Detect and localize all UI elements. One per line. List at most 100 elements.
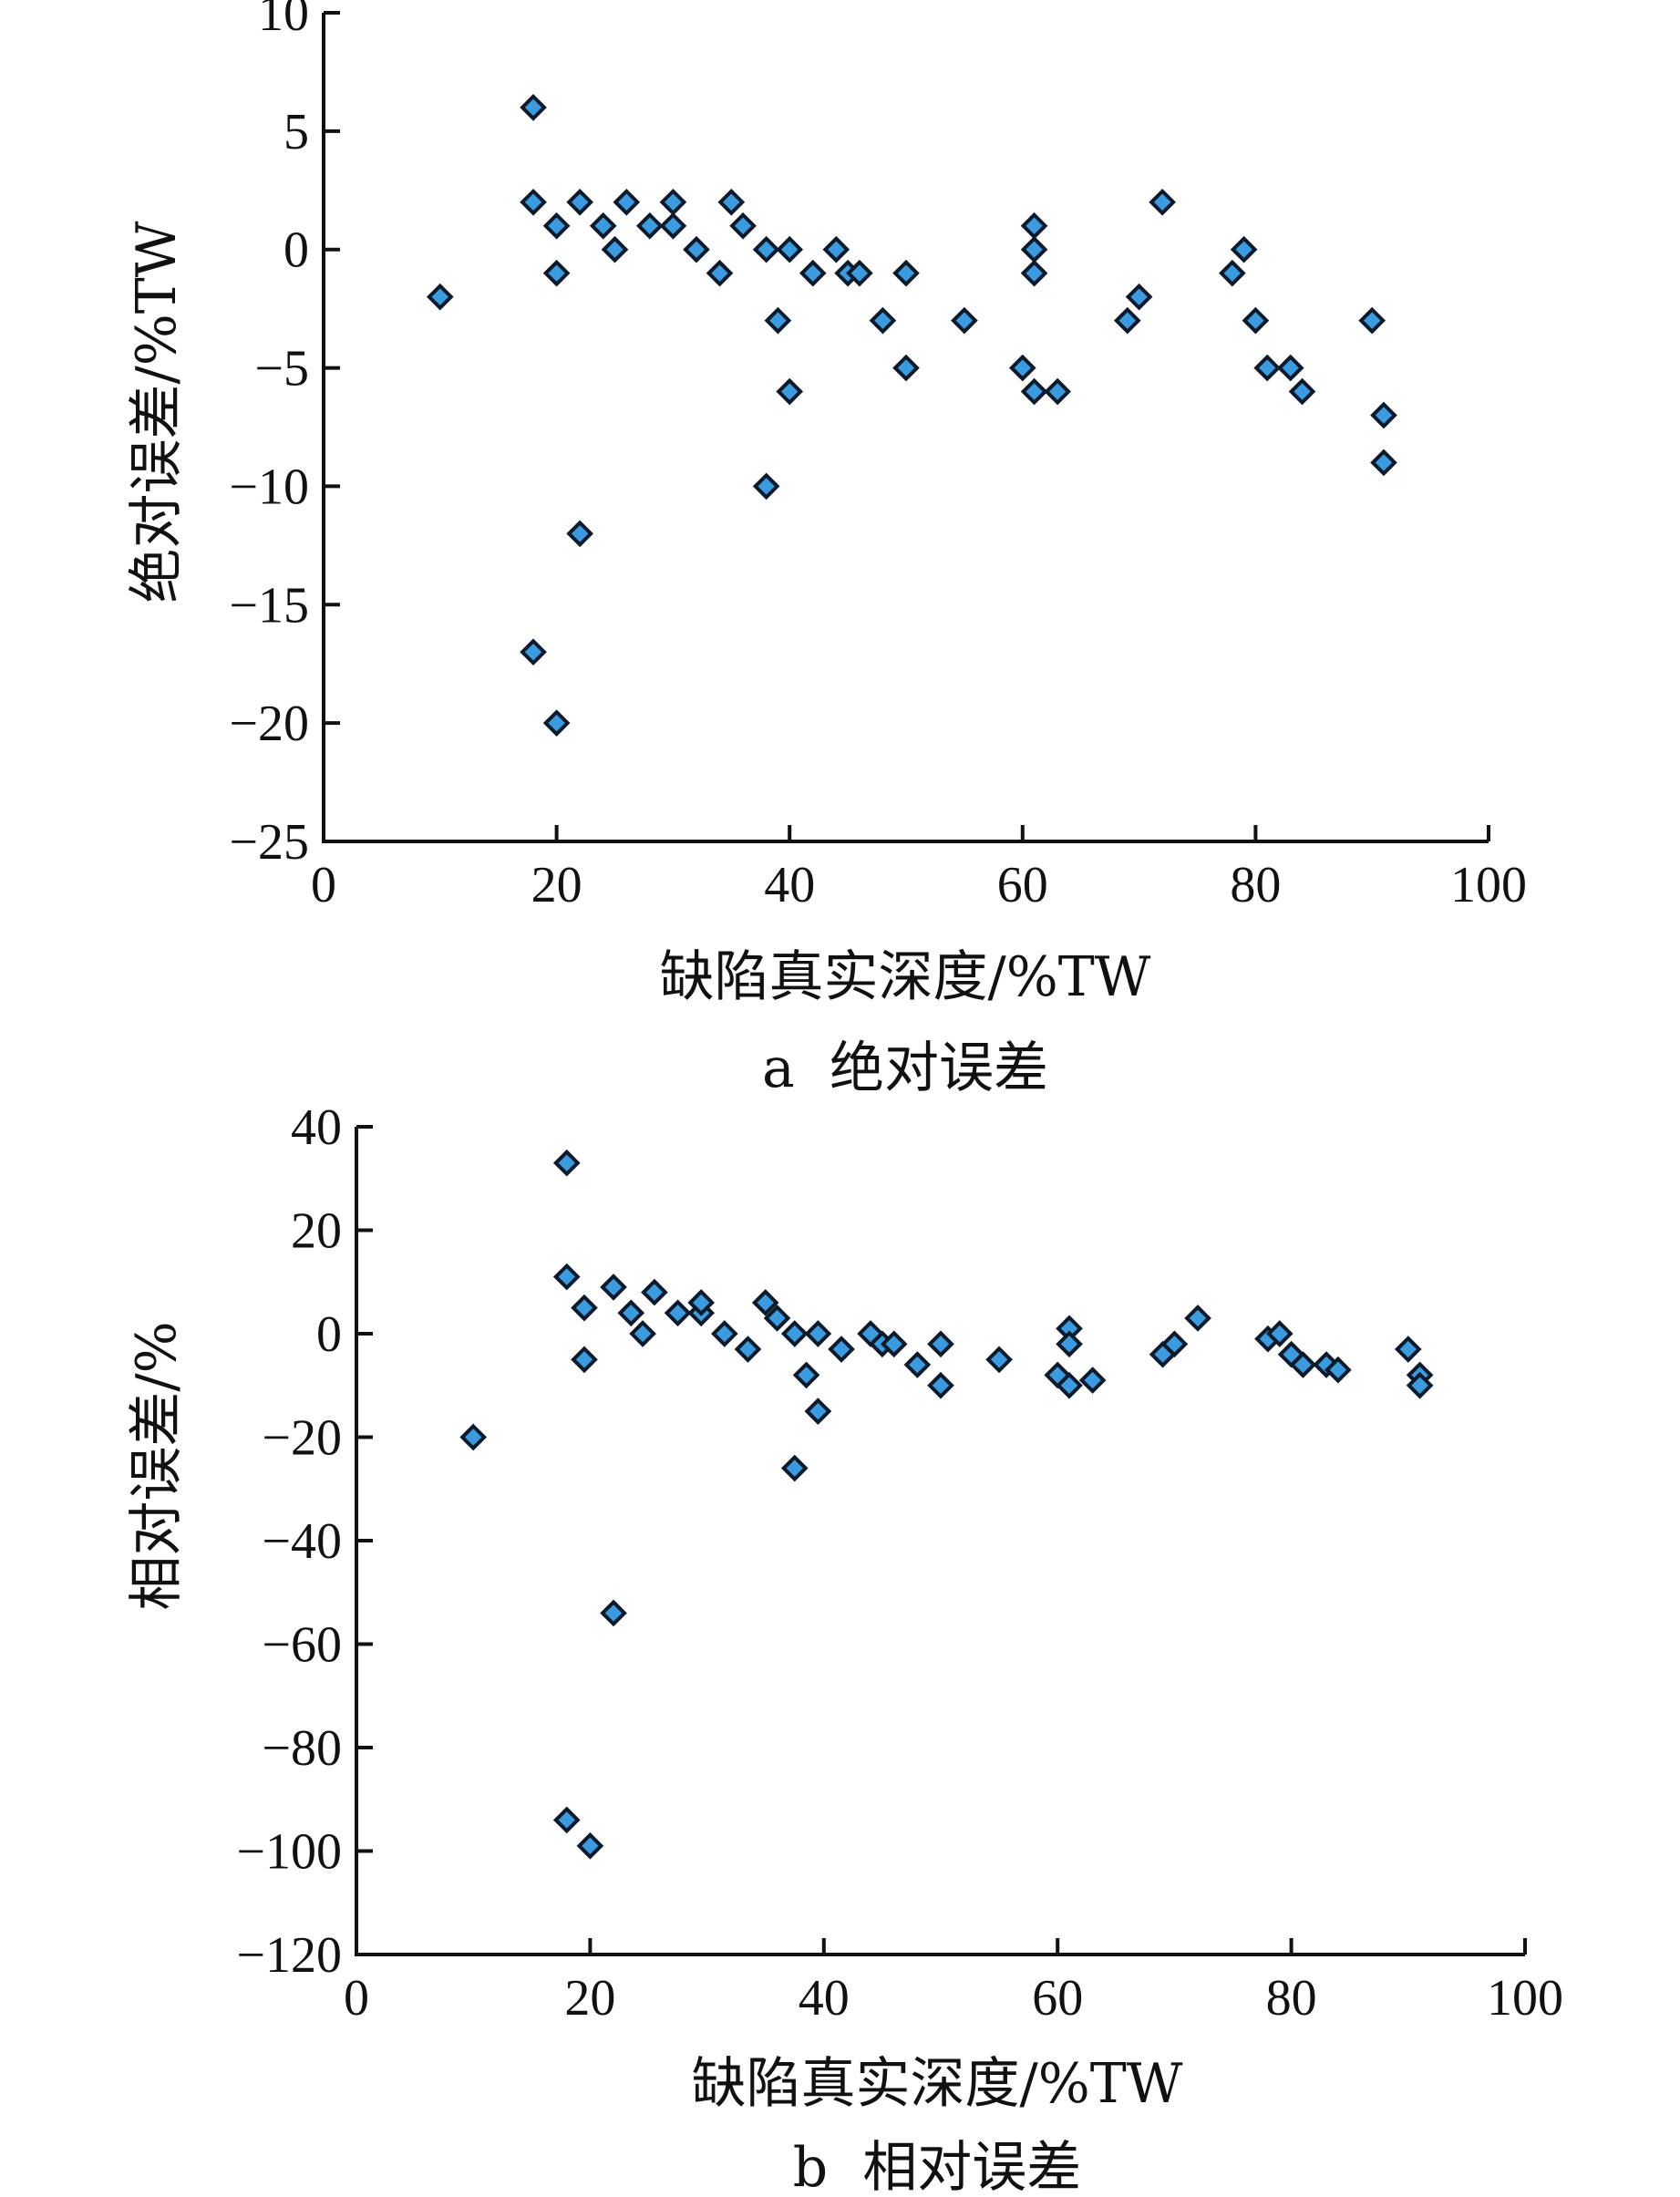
chart-b-ytick-label: 0	[316, 1306, 342, 1363]
chart-b-data-point	[903, 1351, 932, 1378]
chart-a-data-point	[426, 283, 454, 311]
chart-a-ytick-label: 0	[283, 222, 309, 279]
chart-b-data-point	[629, 1320, 656, 1347]
chart-a-data-point	[892, 354, 920, 382]
chart-a-data-point	[1242, 306, 1270, 335]
chart-b-ytick-label: −80	[262, 1720, 342, 1777]
chart-a-data-point	[799, 259, 827, 287]
chart-b-xtick-label: 80	[1266, 1970, 1317, 2027]
chart-b-ytick-label: −100	[236, 1824, 342, 1881]
chart-b-ytick-label: −20	[262, 1410, 342, 1467]
chart-b-axes	[355, 1127, 1525, 1956]
chart-a-data-point	[542, 259, 571, 287]
chart-b-data-point	[763, 1305, 791, 1332]
chart-b-ytick-label: −40	[262, 1513, 342, 1570]
chart-b-data-point	[985, 1346, 1013, 1374]
chart-b-xtick-label: 100	[1487, 1970, 1563, 2027]
chart-a-data-point	[1113, 306, 1141, 335]
chart-a-xtick-label: 40	[764, 857, 815, 913]
chart-a-data-point	[1020, 235, 1048, 263]
chart-a-data-point	[846, 259, 873, 287]
chart-b-ytick-label: −120	[236, 1927, 342, 1984]
chart-b-xtick-label: 0	[344, 1970, 369, 2027]
chart-a-data-point	[892, 259, 920, 287]
chart-b-data-point	[571, 1294, 598, 1322]
chart-a-data-point	[752, 472, 780, 500]
chart-b-data-point	[780, 1454, 809, 1482]
chart-a-data-point	[520, 638, 547, 666]
chart-b-data-point	[804, 1398, 832, 1425]
chart-a-data-point	[683, 235, 710, 263]
chart-b-xtick-label: 20	[564, 1970, 615, 2027]
chart-b-xlabel: 缺陷真实深度/%TW	[692, 2052, 1183, 2116]
chart-a-ytick-label: −10	[229, 459, 309, 515]
chart-b-ytick-label: 40	[291, 1099, 342, 1156]
chart-b-data-point	[1056, 1371, 1083, 1399]
chart-a-data-point	[601, 235, 629, 263]
chart-a-data-point	[951, 306, 978, 335]
chart-b-ytick-label: 20	[291, 1203, 342, 1260]
chart-a-xtick-label: 60	[997, 857, 1048, 913]
chart-a-xtick-label: 80	[1230, 857, 1281, 913]
chart-b-data-point	[552, 1263, 581, 1291]
chart-b-data-point	[687, 1289, 716, 1316]
chart-b-data-point	[600, 1599, 627, 1627]
chart-b-data-point	[734, 1336, 762, 1363]
chart-b-data-point	[927, 1371, 954, 1399]
chart-a-data-point	[566, 188, 593, 216]
chart-a-data-point	[1044, 377, 1071, 406]
chart-a-data-point	[659, 211, 687, 240]
chart-a-data-point	[869, 306, 897, 335]
chart-a-xlabel: 缺陷真实深度/%TW	[660, 945, 1151, 1009]
chart-b-data-point	[792, 1361, 820, 1389]
chart-b-ylabel: 相对误差/%	[125, 1321, 189, 1610]
chart-a-data-point	[1020, 377, 1048, 406]
chart-a-data-point	[706, 259, 734, 287]
chart-a-data-point	[566, 520, 593, 548]
chart-a-ytick-label: −20	[229, 696, 309, 752]
chart-a-data-point	[1370, 449, 1397, 477]
chart-a-axes	[322, 13, 1489, 843]
chart-a-data-point	[717, 188, 746, 216]
chart-b-caption: b 相对误差	[793, 2136, 1082, 2197]
chart-b-data-point	[828, 1336, 855, 1363]
chart-b-data-point	[571, 1346, 598, 1374]
chart-b-data-point	[711, 1320, 738, 1347]
chart-a-data-point	[1253, 354, 1282, 382]
chart-a-data-point	[764, 306, 792, 335]
chart-a-ytick-label: 10	[258, 0, 309, 42]
chart-b-ytick-label: −60	[262, 1617, 342, 1674]
chart-b-data-point	[641, 1278, 668, 1306]
chart-b-data-point	[552, 1149, 581, 1177]
chart-a-caption: a 绝对误差	[762, 1037, 1048, 1100]
chart-b-data-point	[804, 1320, 832, 1347]
chart-a-data-point	[776, 235, 804, 263]
chart-b-data-point	[1078, 1367, 1107, 1394]
chart-a-data-point	[1288, 377, 1316, 406]
chart-a-data-point	[1020, 211, 1048, 240]
chart-a-data-point	[1219, 259, 1246, 287]
chart-a-ytick-label: −25	[229, 814, 309, 871]
chart-b-data-point	[617, 1299, 645, 1327]
chart-a-xtick-label: 0	[311, 857, 336, 913]
chart-b-data-point	[1289, 1351, 1317, 1378]
chart-b-points	[459, 1149, 1434, 1860]
chart-b-data-point	[780, 1320, 809, 1347]
chart-a-data-point	[1149, 188, 1176, 216]
chart-a-data-point	[520, 188, 547, 216]
chart-a-data-point	[542, 709, 571, 737]
chart-b-data-point	[552, 1806, 581, 1834]
chart-a-data-point	[1370, 401, 1397, 429]
chart-b-data-point	[576, 1831, 604, 1860]
chart-a-data-point	[1358, 306, 1386, 335]
chart-a-points	[426, 94, 1397, 737]
chart-b-xtick-label: 60	[1032, 1970, 1083, 2027]
chart-a-data-point	[1125, 283, 1153, 311]
chart-b-data-point	[1184, 1305, 1211, 1332]
chart-a-data-point	[776, 377, 804, 406]
chart-b-data-point	[664, 1299, 692, 1327]
